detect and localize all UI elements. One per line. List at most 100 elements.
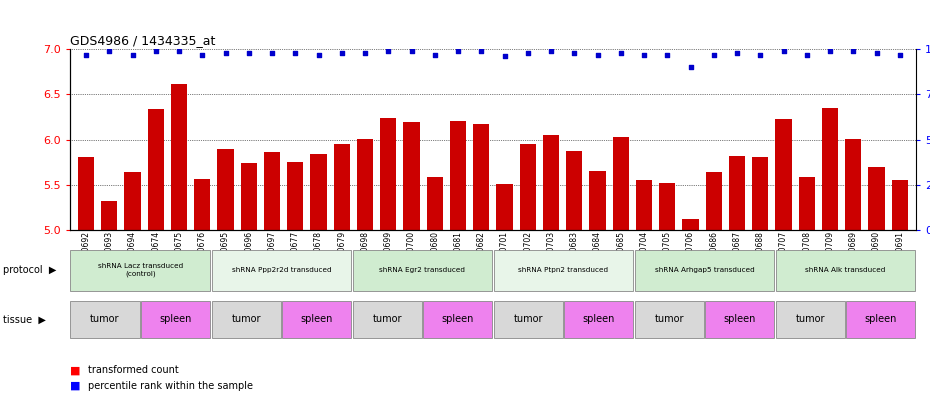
Point xyxy=(799,51,814,58)
Bar xyxy=(334,144,350,230)
Text: tumor: tumor xyxy=(655,314,684,324)
Point xyxy=(194,51,209,58)
Point xyxy=(752,51,767,58)
Point xyxy=(427,51,442,58)
Text: tumor: tumor xyxy=(372,314,402,324)
Bar xyxy=(494,301,563,338)
Bar xyxy=(357,139,373,230)
Bar xyxy=(705,301,775,338)
Point xyxy=(822,48,837,54)
Bar xyxy=(78,157,94,230)
Point xyxy=(845,48,860,54)
Bar xyxy=(776,250,915,290)
Point xyxy=(264,50,279,56)
Point xyxy=(380,48,395,54)
Point xyxy=(590,51,604,58)
Point xyxy=(450,48,465,54)
Bar xyxy=(494,250,633,290)
Bar xyxy=(752,157,768,230)
Bar xyxy=(636,180,652,230)
Point xyxy=(543,48,558,54)
Point xyxy=(683,64,698,70)
Bar xyxy=(543,135,559,230)
Point xyxy=(311,51,325,58)
Bar xyxy=(706,172,722,230)
Point xyxy=(892,51,907,58)
Text: shRNA Alk transduced: shRNA Alk transduced xyxy=(805,267,885,273)
Bar xyxy=(211,301,281,338)
Text: spleen: spleen xyxy=(865,314,897,324)
Point xyxy=(497,53,512,59)
Point xyxy=(729,50,744,56)
Bar xyxy=(264,152,280,230)
Bar xyxy=(473,124,489,230)
Point xyxy=(357,50,372,56)
Bar xyxy=(892,180,908,230)
Text: spleen: spleen xyxy=(724,314,756,324)
Bar xyxy=(683,219,698,230)
Text: tumor: tumor xyxy=(513,314,543,324)
Point xyxy=(776,48,790,54)
Bar xyxy=(776,301,844,338)
Text: spleen: spleen xyxy=(159,314,192,324)
Text: shRNA Ppp2r2d transduced: shRNA Ppp2r2d transduced xyxy=(232,267,331,273)
Text: spleen: spleen xyxy=(582,314,615,324)
Text: transformed count: transformed count xyxy=(88,365,179,375)
Point xyxy=(520,50,535,56)
Point xyxy=(566,50,581,56)
Bar xyxy=(125,172,140,230)
Bar xyxy=(659,183,675,230)
Bar xyxy=(565,301,633,338)
Text: tissue  ▶: tissue ▶ xyxy=(3,314,46,324)
Bar xyxy=(404,122,419,230)
Text: tumor: tumor xyxy=(795,314,825,324)
Point xyxy=(334,50,349,56)
Text: tumor: tumor xyxy=(232,314,260,324)
Text: shRNA Egr2 transduced: shRNA Egr2 transduced xyxy=(379,267,465,273)
Bar xyxy=(71,250,210,290)
Bar xyxy=(427,176,443,230)
Text: tumor: tumor xyxy=(90,314,120,324)
Point xyxy=(148,48,163,54)
Text: spleen: spleen xyxy=(442,314,473,324)
Bar xyxy=(869,167,884,230)
Bar xyxy=(590,171,605,230)
Bar xyxy=(845,139,861,230)
Bar xyxy=(194,179,210,230)
Point xyxy=(404,48,418,54)
Point xyxy=(241,50,256,56)
Point xyxy=(613,50,628,56)
Point xyxy=(218,50,232,56)
Bar xyxy=(497,184,512,230)
Bar xyxy=(287,162,303,230)
Bar xyxy=(613,137,629,230)
Text: ■: ■ xyxy=(70,365,80,375)
Point xyxy=(473,48,488,54)
Bar xyxy=(799,178,815,230)
Bar xyxy=(634,301,704,338)
Bar xyxy=(634,250,775,290)
Text: spleen: spleen xyxy=(300,314,333,324)
Bar xyxy=(566,151,582,230)
Point xyxy=(125,51,140,58)
Bar xyxy=(846,301,915,338)
Bar xyxy=(352,301,421,338)
Point xyxy=(706,51,721,58)
Point xyxy=(869,50,883,56)
Bar xyxy=(141,301,210,338)
Bar xyxy=(311,154,326,230)
Bar xyxy=(822,108,838,230)
Text: protocol  ▶: protocol ▶ xyxy=(3,265,56,275)
Bar xyxy=(423,301,492,338)
Bar xyxy=(380,118,396,230)
Bar xyxy=(352,250,492,290)
Text: shRNA Lacz transduced
(control): shRNA Lacz transduced (control) xyxy=(98,263,183,277)
Bar xyxy=(520,144,536,230)
Point xyxy=(171,48,186,54)
Bar xyxy=(450,121,466,230)
Bar xyxy=(211,250,352,290)
Bar xyxy=(148,109,164,230)
Bar xyxy=(71,301,140,338)
Point xyxy=(101,48,116,54)
Bar xyxy=(282,301,352,338)
